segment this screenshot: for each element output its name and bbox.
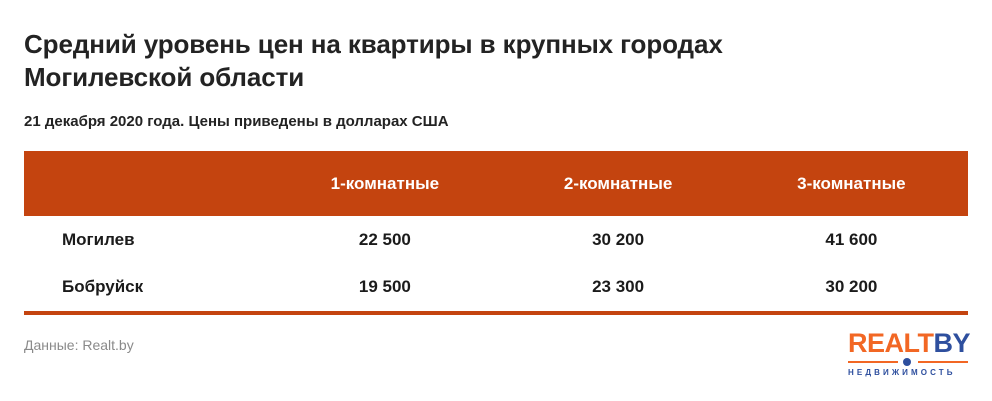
logo-bar-right — [918, 361, 968, 363]
logo-tagline: НЕДВИЖИМОСТЬ — [848, 368, 956, 377]
page-subtitle: 21 декабря 2020 года. Цены приведены в д… — [24, 113, 449, 130]
logo-divider-graphic — [848, 358, 968, 366]
cell-two-room: 30 200 — [592, 229, 645, 249]
cell-three-room: 41 600 — [825, 229, 878, 249]
column-header-three-room: 3-комнатные — [797, 173, 906, 193]
source-note: Данные: Realt.by — [24, 337, 134, 353]
logo-bar-left — [848, 361, 898, 363]
table-header-row: 1-комнатные 2-комнатные 3-комнатные — [24, 151, 968, 216]
logo-word-realt: REALT — [848, 328, 934, 358]
cell-one-room: 22 500 — [358, 229, 411, 249]
realt-by-logo[interactable]: REALTBY НЕДВИЖИМОСТЬ — [848, 328, 971, 378]
heading-block: Средний уровень цен на квартиры в крупны… — [24, 0, 968, 132]
logo-word-by: BY — [933, 328, 971, 358]
column-header-city — [24, 151, 268, 216]
table-body: Могилев 22 500 30 200 41 600 Бобруйск 19… — [24, 216, 968, 310]
footer-block: Данные: Realt.by REALTBY НЕДВИЖИМОСТЬ — [24, 329, 971, 382]
page-title: Средний уровень цен на квартиры в крупны… — [24, 29, 723, 92]
cell-city: Бобруйск — [62, 276, 144, 296]
price-table: 1-комнатные 2-комнатные 3-комнатные Моги… — [24, 151, 968, 310]
logo-dot-icon — [903, 358, 911, 366]
cell-two-room: 23 300 — [592, 276, 645, 296]
cell-city: Могилев — [62, 229, 135, 249]
column-header-two-room: 2-комнатные — [563, 173, 673, 193]
table-row: Бобруйск 19 500 23 300 30 200 — [24, 263, 968, 310]
cell-three-room: 30 200 — [825, 276, 878, 296]
table-bottom-rule — [24, 311, 968, 315]
cell-one-room: 19 500 — [358, 276, 411, 296]
column-header-one-room: 1-комнатные — [330, 173, 440, 193]
table-head: 1-комнатные 2-комнатные 3-комнатные — [24, 151, 968, 216]
table-row: Могилев 22 500 30 200 41 600 — [24, 216, 968, 263]
logo-wordmark: REALTBY — [848, 328, 971, 358]
